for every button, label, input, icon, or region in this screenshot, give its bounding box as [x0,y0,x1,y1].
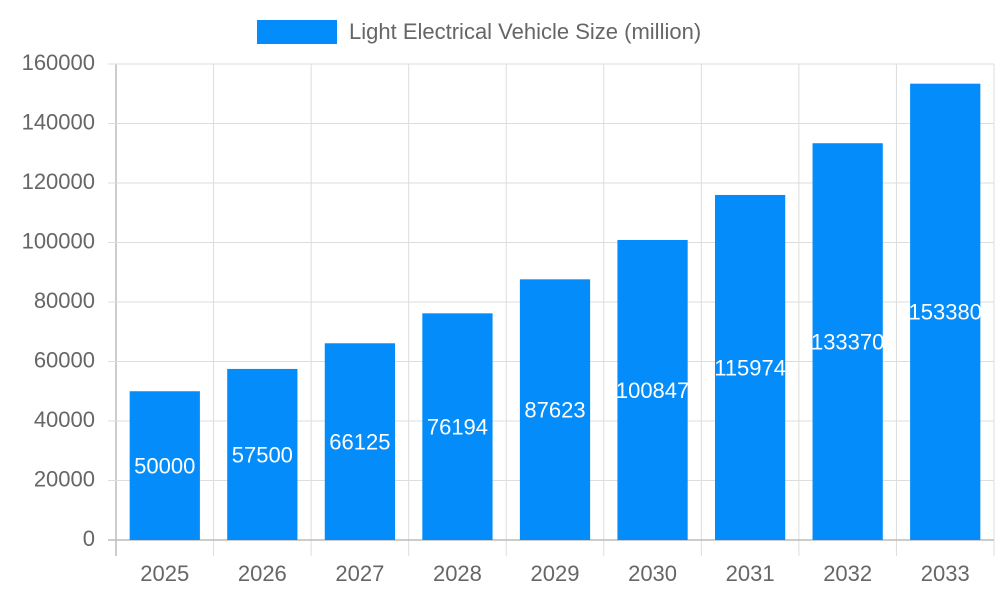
data-label: 133370 [811,329,884,354]
bar [227,368,298,540]
y-tick-label: 80000 [34,288,95,313]
bar [422,313,493,540]
x-tick-label: 2027 [335,561,384,586]
x-tick-label: 2028 [433,561,482,586]
y-tick-label: 60000 [34,347,95,372]
y-tick-label: 0 [83,526,95,551]
x-tick-label: 2025 [140,561,189,586]
x-tick-label: 2029 [531,561,580,586]
data-label: 50000 [134,453,195,478]
x-tick-label: 2032 [823,561,872,586]
bar [910,83,981,540]
data-label: 76194 [427,414,488,439]
y-tick-label: 160000 [22,50,95,75]
legend-swatch [257,20,337,44]
data-label: 115974 [714,355,786,380]
bar [129,391,200,540]
bar [617,239,688,541]
data-label: 66125 [329,429,390,454]
legend-label: Light Electrical Vehicle Size (million) [349,19,701,44]
data-label: 100847 [616,378,689,403]
y-tick-label: 40000 [34,407,95,432]
x-tick-label: 2026 [238,561,287,586]
data-label: 87623 [524,397,585,422]
x-tick-label: 2033 [921,561,970,586]
bar [324,343,396,540]
x-tick-label: 2030 [628,561,677,586]
data-label: 153380 [909,300,982,325]
bar [714,194,786,540]
x-tick-label: 2031 [726,561,775,586]
bar [519,279,591,540]
y-tick-label: 140000 [22,109,95,134]
bar [812,143,883,540]
y-tick-label: 120000 [22,169,95,194]
y-tick-label: 20000 [34,466,95,491]
y-tick-label: 100000 [22,228,95,253]
data-label: 57500 [232,442,293,467]
